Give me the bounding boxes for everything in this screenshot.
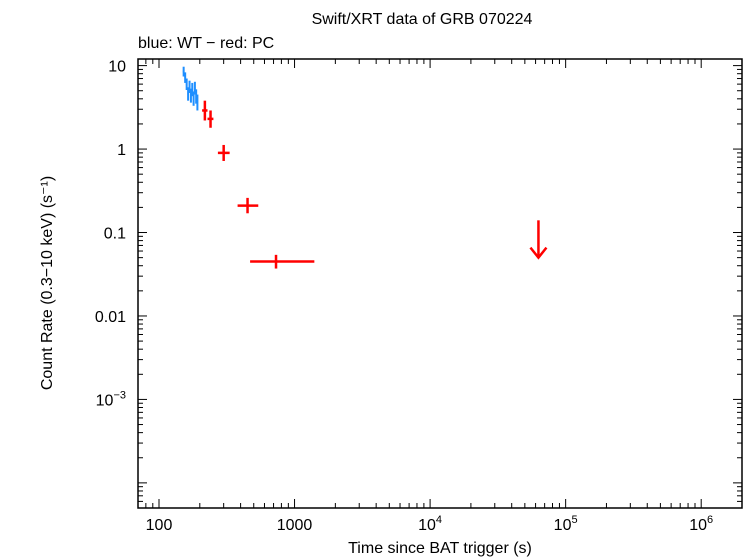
x-tick-label: 100 <box>146 517 173 534</box>
chart-title: Swift/XRT data of GRB 070224 <box>312 11 533 28</box>
pc-data-point <box>237 197 259 214</box>
pc-data-point <box>207 110 214 128</box>
x-tick-labels: 100 1000 104 105 106 <box>146 514 714 534</box>
x-tick-label: 105 <box>554 514 578 534</box>
wt-data-point <box>184 72 187 83</box>
y-tick-label: 0.1 <box>104 226 126 243</box>
x-tick-label: 104 <box>418 514 442 534</box>
pc-data-point <box>202 100 208 121</box>
data-marks <box>182 66 548 269</box>
wt-data-point <box>182 66 185 77</box>
y-tick-label: 0.01 <box>95 309 126 326</box>
x-tick-label: 1000 <box>277 517 313 534</box>
axis-ticks <box>137 59 743 509</box>
plot-frame <box>137 58 743 509</box>
arrow-head <box>529 246 548 260</box>
chart-subtitle: blue: WT − red: PC <box>138 35 274 52</box>
x-axis-label: Time since BAT trigger (s) <box>348 540 532 557</box>
y-tick-label: 1 <box>117 142 126 159</box>
wt-data-point <box>188 80 191 93</box>
x-tick-label: 106 <box>689 514 713 534</box>
wt-data-point <box>187 87 190 101</box>
wt-data-point <box>193 81 196 95</box>
y-axis-label: Count Rate (0.3−10 keV) (s⁻¹) <box>39 176 56 390</box>
wt-data-point <box>185 78 188 91</box>
wt-data-point <box>196 94 199 111</box>
upper-limit-arrow <box>529 220 548 260</box>
pc-data-point <box>250 254 315 269</box>
y-tick-labels: 10 1 0.1 0.01 10−3 <box>95 59 126 410</box>
pc-data-point <box>217 144 230 161</box>
y-tick-label: 10 <box>108 59 126 76</box>
wt-data-point <box>191 82 194 97</box>
wt-data-point <box>192 91 195 106</box>
y-tick-label: 10−3 <box>96 389 126 409</box>
